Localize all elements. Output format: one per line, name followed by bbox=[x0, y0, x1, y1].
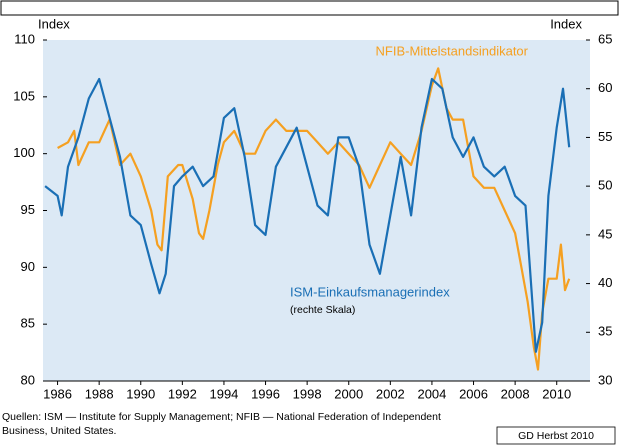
x-tick-label: 2000 bbox=[334, 386, 363, 401]
x-tick-label: 2010 bbox=[542, 386, 571, 401]
y2-tick-label: 40 bbox=[598, 275, 612, 290]
y-tick-label: 90 bbox=[21, 259, 35, 274]
source: Quellen: ISM — Institute for Supply Mana… bbox=[2, 411, 441, 437]
credit: GD Herbst 2010 bbox=[518, 430, 594, 442]
y-tick-label: 80 bbox=[21, 372, 35, 387]
y2-tick-label: 60 bbox=[598, 80, 612, 95]
x-tick-label: 1990 bbox=[126, 386, 155, 401]
y2-tick-label: 55 bbox=[598, 129, 612, 144]
y2-axis-label: Index bbox=[550, 16, 582, 31]
y-axis-label: Index bbox=[38, 16, 70, 31]
x-tick-label: 2002 bbox=[376, 386, 405, 401]
series-line bbox=[57, 67, 571, 371]
y2-tick-label: 45 bbox=[598, 226, 612, 241]
plot-area bbox=[43, 40, 590, 381]
source-box: Quellen: ISM — Institute for Supply Mana… bbox=[2, 411, 441, 437]
series-line bbox=[44, 77, 571, 353]
x-tick-label: 2006 bbox=[459, 386, 488, 401]
y-tick-label: 100 bbox=[13, 145, 35, 160]
y-tick-label: 95 bbox=[21, 202, 35, 217]
series-note: (rechte Skala) bbox=[290, 304, 355, 316]
series-label: NFIB-Mittelstandsindikator bbox=[376, 43, 529, 58]
x-tick-label: 2004 bbox=[417, 386, 446, 401]
y2-tick-label: 30 bbox=[598, 372, 612, 387]
y2-tick-label: 35 bbox=[598, 324, 612, 339]
series-label: ISM-Einkaufsmanagerindex bbox=[290, 284, 450, 299]
x-tick-label: 1992 bbox=[168, 386, 197, 401]
y-tick-label: 110 bbox=[14, 31, 35, 46]
y-tick-label: 85 bbox=[21, 316, 35, 331]
frame bbox=[0, 0, 619, 16]
x-tick-label: 1994 bbox=[209, 386, 238, 401]
x-tick-label: 2008 bbox=[501, 386, 530, 401]
y2-tick-label: 50 bbox=[598, 178, 612, 193]
credit-box bbox=[496, 426, 616, 445]
x-tick-label: 1996 bbox=[251, 386, 280, 401]
y2-tick-label: 65 bbox=[598, 31, 612, 46]
x-tick-label: 1988 bbox=[85, 386, 114, 401]
x-tick-label: 1986 bbox=[43, 386, 72, 401]
x-tick-label: 1998 bbox=[293, 386, 322, 401]
y-tick-label: 105 bbox=[13, 88, 35, 103]
